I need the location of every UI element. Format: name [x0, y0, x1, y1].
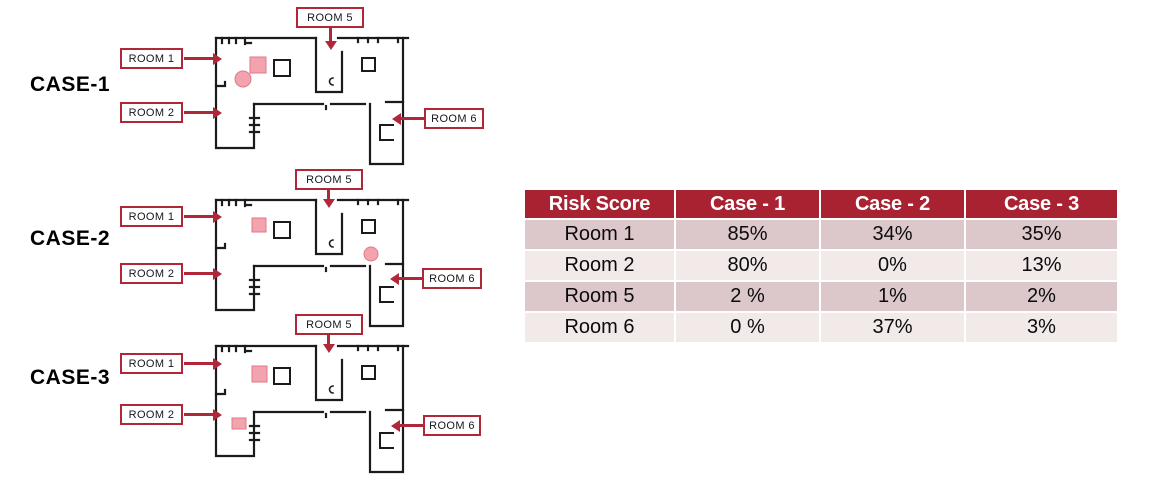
room2-case2-value: 0% — [820, 250, 966, 282]
case-1-label: CASE-1 — [30, 73, 111, 96]
row-label-room5: Room 5 — [525, 281, 676, 313]
case-2-room6-label: ROOM 6 — [422, 268, 482, 289]
room2-text: ROOM 2 — [128, 267, 175, 280]
case-1-markers — [234, 56, 267, 88]
case-1-room6-label: ROOM 6 — [424, 108, 484, 129]
case-1-room5-arrow — [329, 28, 332, 41]
case-3-label: CASE-3 — [30, 366, 111, 389]
room5-text: ROOM 5 — [306, 318, 352, 331]
case-3-floorplan — [214, 344, 410, 474]
case-1-room6-arrow — [401, 117, 424, 120]
case-3-room1-arrow — [184, 362, 213, 365]
case-2-room5-label: ROOM 5 — [295, 169, 363, 190]
row-label-room6: Room 6 — [525, 312, 676, 344]
room5-text: ROOM 5 — [306, 173, 352, 186]
room1-case3-value: 35% — [965, 219, 1117, 251]
case-3-markers — [231, 365, 268, 430]
room1-text: ROOM 1 — [128, 357, 175, 370]
case-1-floorplan — [214, 36, 410, 166]
case-2-room1-label: ROOM 1 — [120, 206, 183, 227]
room6-case1-value: 0 % — [675, 312, 821, 344]
event-marker-square — [251, 217, 267, 233]
case-2-room6-arrow — [399, 277, 422, 280]
case-1-room5-label: ROOM 5 — [296, 7, 364, 28]
table-row: Room 6 0 % 37% 3% — [525, 312, 1117, 344]
room1-case1-value: 85% — [675, 219, 821, 251]
case-3-room2-label: ROOM 2 — [120, 404, 183, 425]
case-3-room6-arrow — [400, 424, 423, 427]
table-row: Room 1 85% 34% 35% — [525, 219, 1117, 251]
case-1-room2-label: ROOM 2 — [120, 102, 183, 123]
room5-text: ROOM 5 — [307, 11, 353, 24]
room6-text: ROOM 6 — [431, 112, 477, 125]
room5-case2-value: 1% — [820, 281, 966, 313]
event-marker-circle — [363, 246, 379, 262]
room2-case3-value: 13% — [965, 250, 1117, 282]
case-1-room2-arrow — [184, 111, 213, 114]
risk-score-table: Risk Score Case - 1 Case - 2 Case - 3 Ro… — [525, 190, 1117, 344]
case-2-room2-label: ROOM 2 — [120, 263, 183, 284]
case-2-label: CASE-2 — [30, 227, 111, 250]
room6-case2-value: 37% — [820, 312, 966, 344]
room1-text: ROOM 1 — [128, 52, 175, 65]
event-marker-square — [231, 417, 247, 430]
row-label-room2: Room 2 — [525, 250, 676, 282]
case-1-room1-label: ROOM 1 — [120, 48, 183, 69]
case-3-room2-arrow — [184, 413, 213, 416]
case-2-markers — [251, 217, 379, 262]
case-2-room2-arrow — [184, 272, 213, 275]
case-2-floorplan — [214, 198, 410, 328]
header-case-1: Case - 1 — [675, 190, 821, 220]
header-case-3: Case - 3 — [965, 190, 1117, 220]
room2-case1-value: 80% — [675, 250, 821, 282]
header-case-2: Case - 2 — [820, 190, 966, 220]
room6-text: ROOM 6 — [429, 272, 475, 285]
case-2-room1-arrow — [184, 215, 213, 218]
case-3-room6-label: ROOM 6 — [423, 415, 481, 436]
room2-text: ROOM 2 — [128, 106, 175, 119]
table-row: Room 5 2 % 1% 2% — [525, 281, 1117, 313]
event-marker-circle — [234, 70, 252, 88]
case-1-room1-arrow — [184, 57, 213, 60]
table-header-row: Risk Score Case - 1 Case - 2 Case - 3 — [525, 190, 1117, 220]
room1-case2-value: 34% — [820, 219, 966, 251]
room5-case1-value: 2 % — [675, 281, 821, 313]
event-marker-square — [249, 56, 267, 74]
room5-case3-value: 2% — [965, 281, 1117, 313]
case-3-room1-label: ROOM 1 — [120, 353, 183, 374]
case-2-room5-arrow — [327, 190, 330, 199]
case-3-room5-label: ROOM 5 — [295, 314, 363, 335]
case-3-room5-arrow — [327, 335, 330, 344]
row-label-room1: Room 1 — [525, 219, 676, 251]
table-row: Room 2 80% 0% 13% — [525, 250, 1117, 282]
room6-case3-value: 3% — [965, 312, 1117, 344]
header-risk-score: Risk Score — [525, 190, 676, 220]
room6-text: ROOM 6 — [429, 419, 475, 432]
event-marker-square — [251, 365, 268, 383]
room2-text: ROOM 2 — [128, 408, 175, 421]
room1-text: ROOM 1 — [128, 210, 175, 223]
